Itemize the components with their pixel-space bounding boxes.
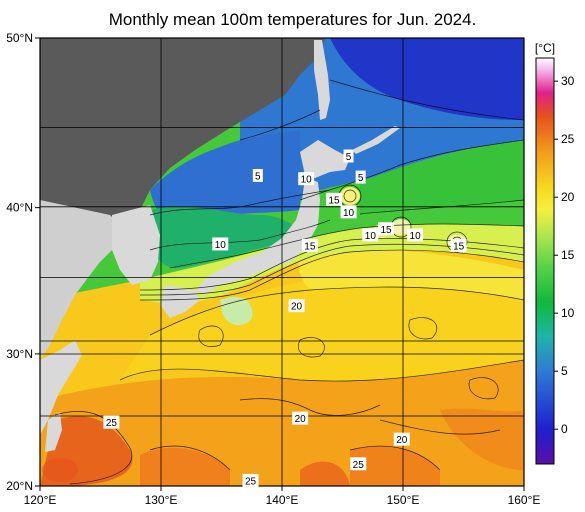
- isotherm-label-text: 25: [245, 476, 257, 487]
- isotherm-label: 5: [252, 168, 263, 182]
- isotherm-label: 20: [288, 299, 305, 313]
- isotherm-label: 15: [450, 238, 467, 252]
- isotherm-label-text: 25: [106, 418, 118, 429]
- isotherm-label-text: 15: [304, 241, 316, 252]
- isotherm-label: 10: [212, 237, 229, 251]
- y-axis: 50°N 40°N 30°N 20°N: [6, 31, 40, 493]
- colorbar: [°C] 30 25 20 15 10 5 0: [535, 41, 575, 465]
- colorbar-tick-label: 30: [561, 74, 575, 88]
- isotherm-label: 10: [340, 205, 357, 219]
- isotherm-label-bg: [350, 457, 367, 471]
- y-tick-label: 50°N: [6, 31, 33, 45]
- x-tick-label: 140°E: [266, 493, 299, 507]
- x-tick-label: 120°E: [24, 493, 57, 507]
- isotherm-label-bg: [212, 237, 229, 251]
- isotherm-label-bg: [362, 228, 379, 242]
- isotherm-contours: [54, 79, 524, 485]
- colorbar-unit: [°C]: [535, 41, 555, 55]
- isotherm-label: 25: [242, 473, 259, 487]
- isotherm-label-text: 5: [346, 152, 352, 163]
- isotherm-label: 25: [103, 415, 120, 429]
- isotherm-label-bg: [298, 172, 315, 186]
- isotherm-label-text: 5: [255, 171, 261, 182]
- isotherm-label-text: 20: [396, 435, 408, 446]
- isotherm-label-bg: [252, 168, 263, 182]
- x-tick-label: 150°E: [387, 493, 420, 507]
- isotherm-label: 5: [355, 170, 366, 184]
- colorbar-tick-label: 5: [561, 364, 568, 378]
- isotherm-label-bg: [343, 149, 354, 163]
- isotherm-label-bg: [340, 205, 357, 219]
- colorbar-tick-label: 15: [561, 248, 575, 262]
- isotherm-label: 20: [393, 432, 410, 446]
- isotherm-label-text: 15: [328, 195, 340, 206]
- isotherm-label-text: 10: [365, 231, 377, 242]
- isotherm-label-text: 10: [343, 208, 355, 219]
- isotherm-label-bg: [450, 238, 467, 252]
- isotherm-label-text: 25: [353, 460, 365, 471]
- isotherm-label-text: 10: [215, 240, 227, 251]
- colorbar-tick-label: 25: [561, 132, 575, 146]
- isotherm-label: 15: [378, 222, 395, 236]
- x-axis: 120°E 130°E 140°E 150°E 160°E: [24, 486, 541, 507]
- isotherm-label: 15: [326, 192, 343, 206]
- isotherm-label-text: 15: [380, 225, 392, 236]
- isotherm-label-bg: [393, 432, 410, 446]
- isotherm-label: 15: [301, 238, 318, 252]
- isotherm-label-text: 10: [301, 175, 313, 186]
- y-tick-label: 20°N: [6, 479, 33, 493]
- isotherm-label: 10: [362, 228, 379, 242]
- isotherm-label-text: 10: [410, 231, 422, 242]
- isotherm-label: 10: [407, 228, 424, 242]
- isotherm-label: 10: [298, 172, 315, 186]
- x-tick-label: 130°E: [145, 493, 178, 507]
- x-tick-label: 160°E: [508, 493, 541, 507]
- graticule: [40, 38, 524, 486]
- colorbar-tick-label: 0: [561, 422, 568, 436]
- isotherm-label-bg: [103, 415, 120, 429]
- isotherm-label-bg: [326, 192, 343, 206]
- isotherm-label-text: 5: [358, 173, 364, 184]
- isotherm-label-bg: [288, 299, 305, 313]
- isotherm-label: 25: [350, 457, 367, 471]
- isotherm-label-text: 20: [291, 302, 303, 313]
- land-masses: [40, 38, 400, 452]
- isotherm-label-bg: [378, 222, 395, 236]
- isotherm-label: 5: [343, 149, 354, 163]
- colorbar-bar: [535, 57, 555, 465]
- map-title: Monthly mean 100m temperatures for Jun. …: [108, 10, 477, 29]
- y-tick-label: 40°N: [6, 201, 33, 215]
- isotherm-label-bg: [407, 228, 424, 242]
- isotherm-label-bg: [292, 411, 309, 425]
- isotherm-label-text: 15: [453, 241, 465, 252]
- colorbar-tick-label: 10: [561, 306, 575, 320]
- isotherm-label-bg: [355, 170, 366, 184]
- colorbar-tick-label: 20: [561, 190, 575, 204]
- isotherm-label-bg: [301, 238, 318, 252]
- isotherm-label-bg: [242, 473, 259, 487]
- isotherm-label: 20: [292, 411, 309, 425]
- isotherm-label-text: 20: [295, 414, 307, 425]
- y-tick-label: 30°N: [6, 347, 33, 361]
- colorbar-ticks: 30 25 20 15 10 5 0: [554, 74, 575, 436]
